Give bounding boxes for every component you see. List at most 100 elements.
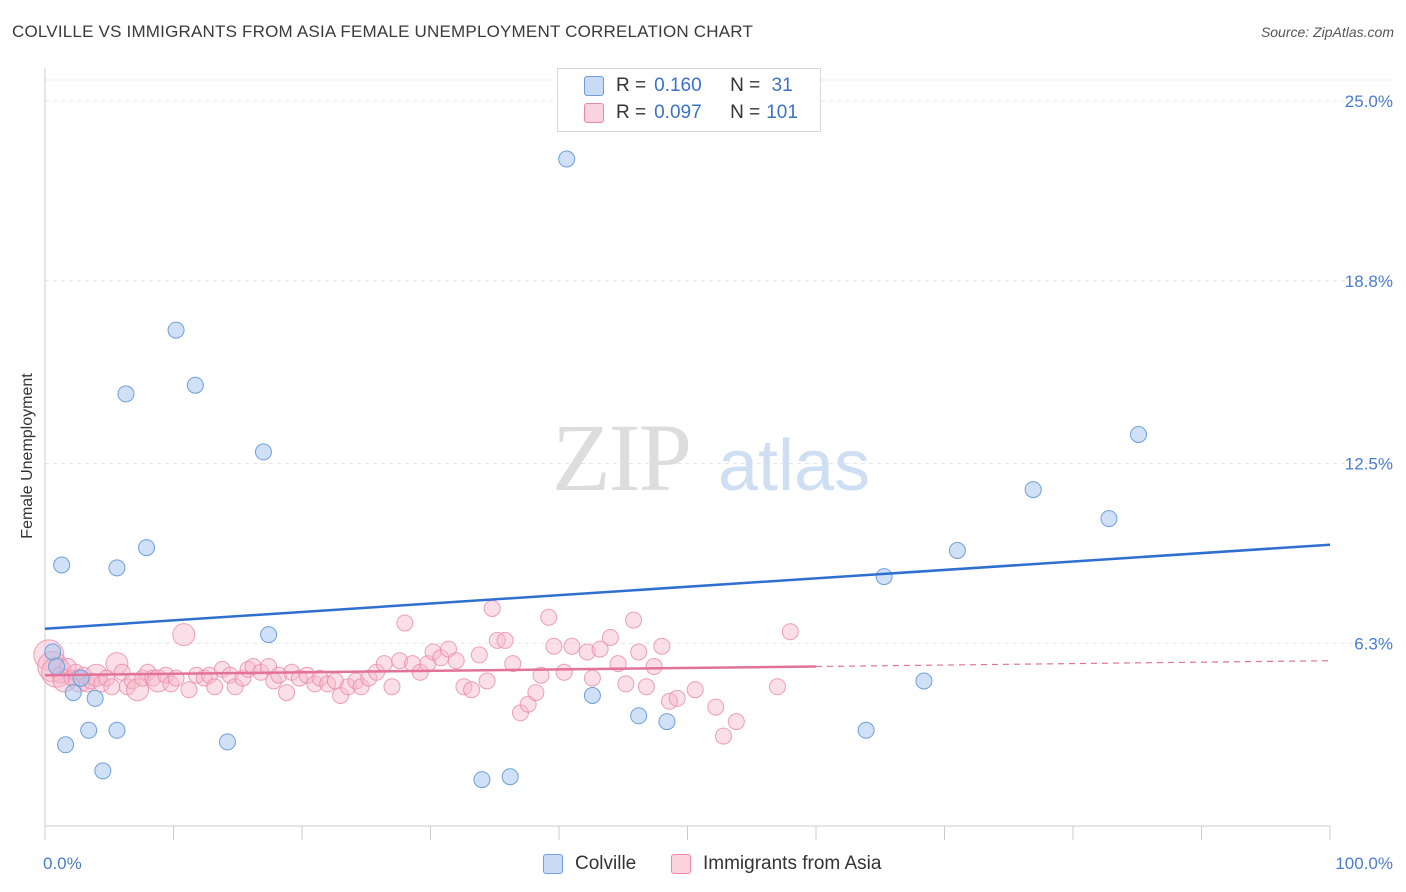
immigrants-point [781,623,799,641]
source-label: Source: ZipAtlas.com [1260,24,1394,40]
immigrants-point [653,637,671,655]
colville-point [186,376,204,394]
legend-swatch-colville [584,76,604,96]
immigrants-point [391,652,409,670]
axes [44,68,1331,840]
colville-point [138,539,156,557]
legend-row-colville: R = 0.160 N = 31 [584,73,793,99]
colville-point [583,687,601,704]
y-tick-label: 18.8% [1345,272,1393,291]
colville-point [1100,510,1118,528]
watermark-zip: ZIP [552,404,690,511]
immigrants-point [563,637,581,655]
immigrants-point [545,637,563,655]
trend-lines [44,543,1331,677]
x-tick-label: 100.0% [1335,854,1393,873]
immigrants-point [396,614,414,632]
legend-r-value: 0.160 [654,75,702,96]
immigrants-point [126,678,150,702]
legend-n-label: N = [730,75,761,96]
bottom-legend-immigrants: Immigrants from Asia [671,852,881,876]
immigrants-point [625,611,643,629]
legend-swatch-immigrants [584,103,604,123]
immigrants-point [470,646,488,664]
immigrants-point [630,643,648,661]
bottom-swatch-colville [543,854,563,874]
colville-point [57,736,75,754]
correlation-legend: R = 0.160 N = 31 R = 0.097 N = 101 [557,68,821,132]
immigrants-point [483,600,501,617]
colville-point [1024,481,1042,499]
immigrants-point [383,678,401,696]
immigrants-point [103,678,121,696]
immigrants-point [601,629,619,646]
immigrants-point [591,640,609,658]
immigrants-point [504,655,522,673]
colville-point [948,542,966,559]
bottom-legend-colville: Colville [543,852,636,876]
colville-point [857,721,875,739]
bottom-legend-colville-label: Colville [575,853,637,874]
colville-point [658,713,676,731]
colville-point [915,672,933,690]
legend-n-value: 31 [766,75,793,96]
immigrants-point [578,643,596,661]
immigrants-point [180,681,198,699]
legend-r-label: R = [616,102,647,123]
chart-title: COLVILLE VS IMMIGRANTS FROM ASIA FEMALE … [12,22,754,41]
y-tick-labels: 6.3% 12.5% 18.8% 25.0% [1345,92,1393,653]
immigrants-point [206,678,224,696]
colville-point [167,321,185,339]
watermark-atlas: atlas [718,426,870,506]
legend-r-value: 0.097 [654,102,702,123]
immigrants-point [270,666,288,684]
colville-point [875,568,893,586]
x-tick-labels: 0.0% 100.0% [43,854,1393,873]
immigrants-point [375,655,393,673]
legend-row-immigrants: R = 0.097 N = 101 [584,100,798,126]
series-colville [44,150,1148,789]
immigrants-point [157,666,175,684]
immigrants-trend-line [44,665,817,677]
immigrants-point [645,658,663,675]
immigrants-point [278,684,296,702]
immigrants-point [686,681,704,699]
colville-point [108,721,126,739]
y-tick-label: 12.5% [1345,455,1393,474]
gridlines [45,79,1392,644]
colville-point [108,559,126,577]
legend-n-value: 101 [766,102,798,123]
immigrants-point [527,684,545,702]
immigrants-point [463,681,481,699]
colville-point [117,385,135,403]
immigrants-point [727,713,745,731]
colville-point [558,150,576,168]
colville-point [501,768,519,786]
immigrants-point [707,698,725,716]
colville-point [630,707,648,725]
colville-point [94,762,112,780]
y-tick-label: 6.3% [1354,634,1393,653]
immigrants-point [668,689,686,707]
immigrants-point [532,666,550,684]
immigrants-point [496,631,514,649]
legend-r-label: R = [616,75,647,96]
colville-point [44,643,62,661]
colville-point [86,689,104,707]
colville-point [64,684,82,702]
colville-point [260,626,278,644]
immigrants-trend-extension [815,660,1331,668]
immigrants-point [637,678,655,696]
watermark: ZIP atlas [552,404,870,511]
colville-point [218,733,236,751]
immigrants-point [478,672,496,690]
colville-point [53,556,71,574]
immigrants-point [583,669,601,687]
colville-point [473,771,491,789]
bottom-swatch-immigrants [671,854,691,874]
immigrants-point [714,727,732,745]
colville-point [72,669,90,687]
immigrants-point [617,675,635,693]
y-tick-label: 25.0% [1345,92,1393,111]
